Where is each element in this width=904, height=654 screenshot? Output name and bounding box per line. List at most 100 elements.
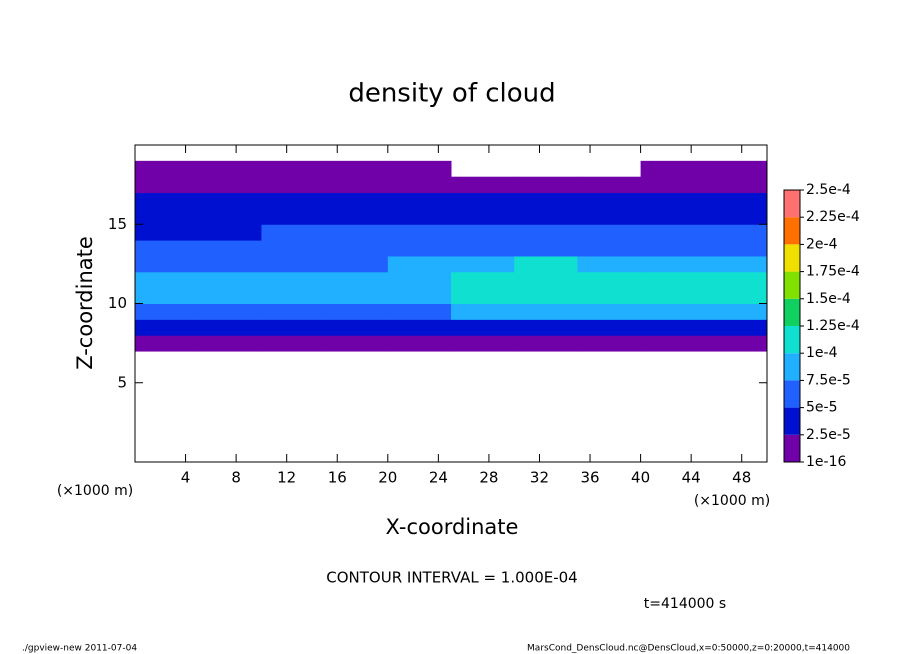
cell	[703, 160, 768, 178]
cell	[135, 176, 199, 194]
footer-left: ./gpview-new 2011-07-04	[22, 644, 137, 654]
x-tick-label: 40	[631, 469, 650, 487]
cell	[451, 335, 515, 352]
cell	[387, 303, 452, 320]
time-note: t=414000 s	[644, 596, 726, 612]
cell	[451, 255, 515, 273]
colorbar-swatch	[784, 298, 800, 326]
y-axis-label: Z-coordinate	[73, 236, 97, 370]
x-tick-label: 36	[580, 469, 599, 487]
cell	[451, 192, 515, 209]
cell	[198, 303, 262, 320]
colorbar-swatch	[784, 271, 800, 299]
cell	[198, 287, 262, 304]
cell	[261, 287, 326, 304]
colorbar-swatch	[784, 380, 800, 408]
cell	[640, 303, 705, 320]
cell	[261, 255, 326, 273]
x-tick-label: 8	[231, 469, 241, 487]
cell	[703, 255, 768, 273]
cell	[514, 287, 578, 304]
cell	[703, 319, 768, 336]
cell	[261, 224, 326, 241]
colorbar-label: 1.75e-4	[806, 264, 860, 280]
cell	[451, 303, 515, 320]
cell	[387, 224, 452, 241]
cell	[640, 271, 705, 289]
cell	[324, 287, 389, 304]
cell	[703, 176, 768, 194]
colorbar-swatch	[784, 217, 800, 245]
cell	[261, 160, 326, 178]
colorbar-label: 5e-5	[806, 400, 837, 416]
cell	[514, 255, 578, 273]
cell	[451, 208, 515, 225]
cell	[514, 192, 578, 209]
cell	[261, 303, 326, 320]
cell	[198, 255, 262, 273]
x-tick-label: 4	[181, 469, 191, 487]
cell	[703, 287, 768, 304]
cell	[261, 176, 326, 194]
cell	[577, 240, 642, 257]
cell	[261, 335, 326, 352]
y-unit: (×1000 m)	[57, 483, 133, 499]
cell	[324, 176, 389, 194]
cell	[135, 335, 199, 352]
cell	[324, 192, 389, 209]
colorbar-swatch	[784, 326, 800, 354]
cell	[387, 176, 452, 194]
x-tick-label: 16	[328, 469, 347, 487]
cell	[577, 335, 642, 352]
cell	[577, 192, 642, 209]
cell	[135, 271, 199, 289]
x-tick-label: 44	[682, 469, 701, 487]
cell	[261, 271, 326, 289]
cell	[640, 335, 705, 352]
cell	[514, 303, 578, 320]
cell	[198, 208, 262, 225]
cell	[324, 319, 389, 336]
cell	[577, 208, 642, 225]
cell	[703, 240, 768, 257]
cell	[324, 224, 389, 241]
colorbar-label: 1e-16	[806, 454, 846, 470]
cell	[640, 224, 705, 241]
cell	[514, 240, 578, 257]
cell	[135, 303, 199, 320]
cell	[387, 160, 452, 178]
colorbar-label: 1.25e-4	[806, 318, 860, 334]
colorbar-swatch	[784, 244, 800, 272]
cell	[451, 271, 515, 289]
cell	[703, 271, 768, 289]
cell	[577, 176, 642, 194]
x-tick-label: 28	[479, 469, 498, 487]
cell	[703, 335, 768, 352]
colorbar-swatch	[784, 407, 800, 435]
cell	[577, 303, 642, 320]
cell	[324, 255, 389, 273]
colorbar-label: 2.5e-5	[806, 427, 851, 443]
colorbar-label: 2.5e-4	[806, 182, 851, 198]
cell	[703, 192, 768, 209]
cell	[640, 319, 705, 336]
cell	[135, 192, 199, 209]
colorbar-label: 1.5e-4	[806, 291, 851, 307]
cell	[387, 271, 452, 289]
cell	[324, 303, 389, 320]
cell	[451, 240, 515, 257]
cell	[324, 271, 389, 289]
cell	[514, 319, 578, 336]
cell	[640, 192, 705, 209]
cell	[640, 287, 705, 304]
footer-right: MarsCond_DensCloud.nc@DensCloud,x=0:5000…	[527, 644, 850, 654]
cell	[577, 271, 642, 289]
cell	[451, 176, 515, 194]
x-unit: (×1000 m)	[694, 493, 770, 509]
cell	[198, 176, 262, 194]
contour-note: CONTOUR INTERVAL = 1.000E-04	[326, 569, 577, 587]
cell	[324, 335, 389, 352]
cell	[387, 255, 452, 273]
cell	[324, 240, 389, 257]
